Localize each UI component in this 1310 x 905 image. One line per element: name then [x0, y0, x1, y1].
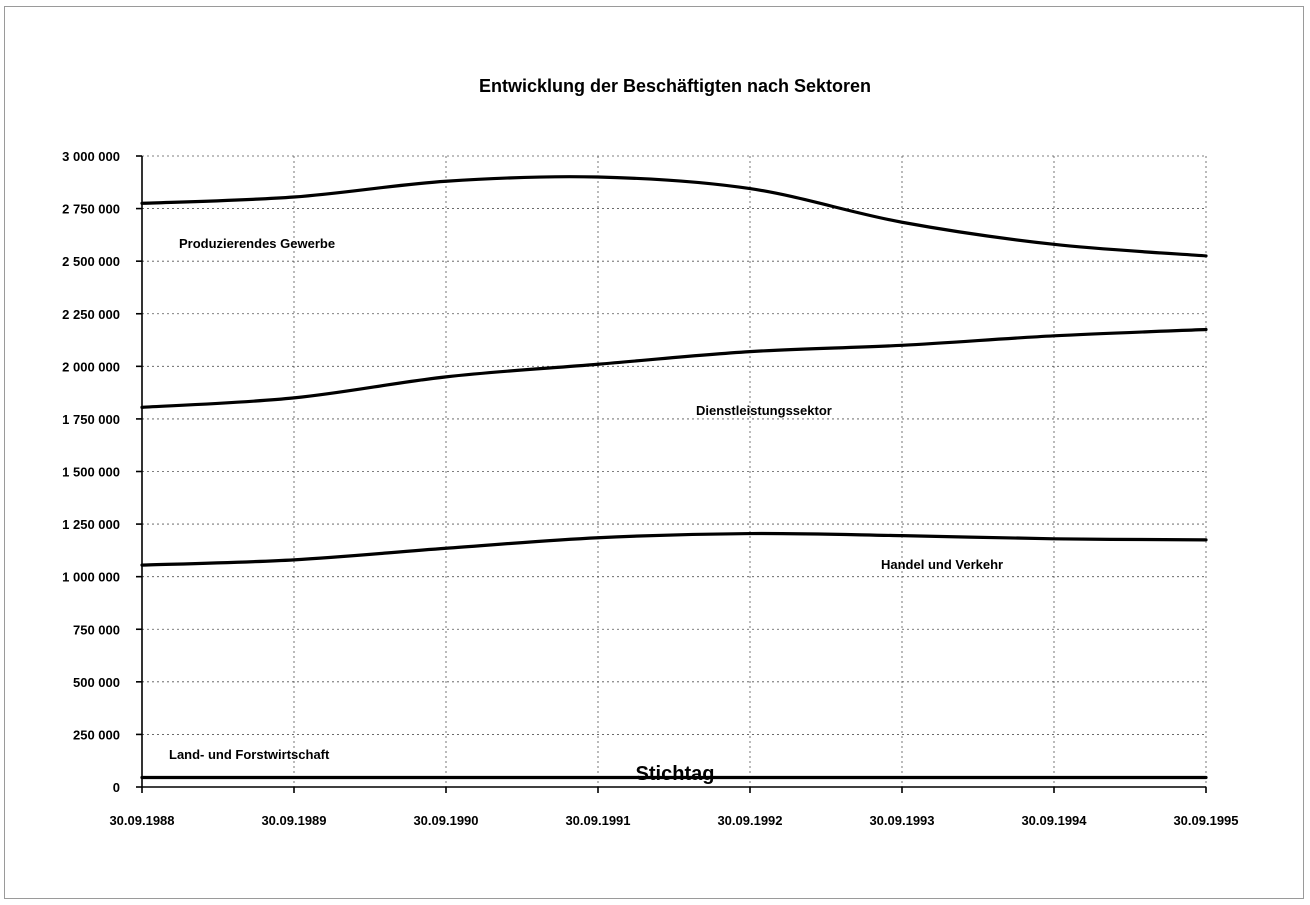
- grid: [142, 155, 1207, 787]
- series-labels: Produzierendes Gewerbe Dienstleistungssek…: [169, 236, 1003, 762]
- y-tick-label: 3 000 000: [62, 149, 120, 164]
- chart-title: Entwicklung der Beschäftigten nach Sekto…: [479, 76, 871, 96]
- x-tick-label: 30.09.1994: [1021, 813, 1087, 828]
- series-produzierendes-gewerbe-line: [140, 175, 1208, 258]
- x-tick-labels: 30.09.1988 30.09.1989 30.09.1990 30.09.1991…: [109, 813, 1238, 828]
- x-tick-label: 30.09.1990: [413, 813, 478, 828]
- y-tick-label: 250 000: [73, 727, 120, 742]
- y-tick-label: 750 000: [73, 622, 120, 637]
- y-tick-label: 2 000 000: [62, 359, 120, 374]
- series-dienstleistungssektor-line: [140, 327, 1208, 409]
- x-tick-label: 30.09.1988: [109, 813, 174, 828]
- y-tick-label: 1 750 000: [62, 412, 120, 427]
- axes: [136, 155, 1207, 793]
- y-tick-label: 2 500 000: [62, 254, 120, 269]
- series-dienstleistungssektor-label: Dienstleistungssektor: [696, 403, 832, 418]
- series-lines: [140, 175, 1208, 780]
- y-tick-labels: 0 250 000 500 000 750 000 1 000 000 1 250 000…: [62, 149, 120, 795]
- series-handel-und-verkehr-line: [140, 531, 1208, 567]
- chart-frame: [4, 6, 1304, 899]
- y-tick-label: 0: [113, 780, 120, 795]
- series-handel-und-verkehr-label: Handel und Verkehr: [881, 557, 1003, 572]
- x-axis-title: Stichtag: [636, 763, 715, 785]
- y-tick-label: 1 000 000: [62, 570, 120, 585]
- y-tick-label: 1 500 000: [62, 465, 120, 480]
- x-tick-label: 30.09.1995: [1173, 813, 1238, 828]
- x-tick-label: 30.09.1989: [261, 813, 326, 828]
- series-land-und-forstwirtschaft-label: Land- und Forstwirtschaft: [169, 747, 330, 762]
- x-tick-label: 30.09.1993: [869, 813, 934, 828]
- y-tick-label: 2 750 000: [62, 202, 120, 217]
- series-produzierendes-gewerbe-label: Produzierendes Gewerbe: [179, 236, 335, 251]
- y-tick-label: 500 000: [73, 675, 120, 690]
- x-tick-label: 30.09.1991: [565, 813, 630, 828]
- y-tick-label: 2 250 000: [62, 307, 120, 322]
- y-tick-label: 1 250 000: [62, 517, 120, 532]
- x-tick-label: 30.09.1992: [717, 813, 782, 828]
